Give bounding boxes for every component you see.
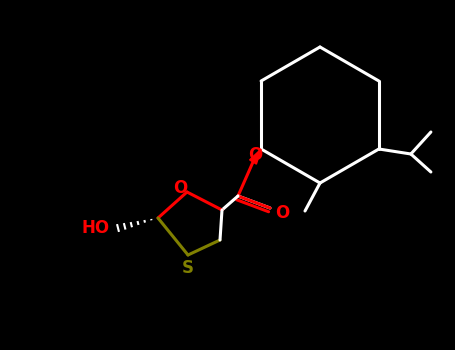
Text: O: O: [275, 204, 289, 222]
Text: O: O: [173, 179, 187, 197]
Text: S: S: [182, 259, 194, 277]
Text: HO: HO: [82, 219, 110, 237]
Text: O: O: [248, 146, 262, 164]
Polygon shape: [250, 149, 261, 164]
